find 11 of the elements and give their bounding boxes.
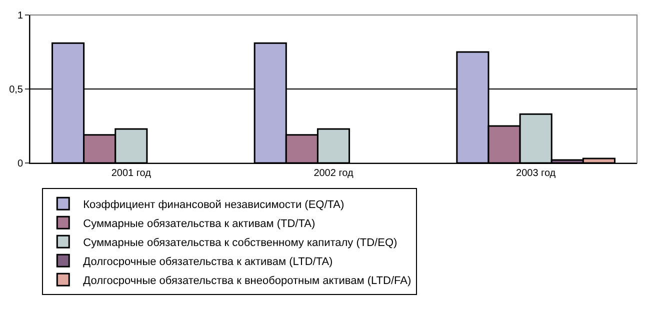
x-tick-label: 2002 год <box>314 168 354 179</box>
y-tick-label: 0,5 <box>9 84 24 96</box>
x-tick-label: 2003 год <box>516 168 556 179</box>
y-tick-label: 1 <box>17 10 24 22</box>
x-tick-label: 2001 год <box>111 168 152 179</box>
legend-label: Коэффициент финансовой независимости (EQ/TA) <box>83 198 344 211</box>
legend-label: Суммарные обязательства к собственному капиталу (TD/EQ) <box>83 236 398 249</box>
legend-label: Долгосрочные обязательства к активам (LTD/TA) <box>83 256 333 268</box>
legend-label: Суммарные обязательства к активам (TD/TA) <box>83 218 316 230</box>
y-tick-label: 0 <box>17 158 24 170</box>
legend-label: Долгосрочные обязательства к внеоборотным активам (LTD/FA) <box>83 274 412 287</box>
